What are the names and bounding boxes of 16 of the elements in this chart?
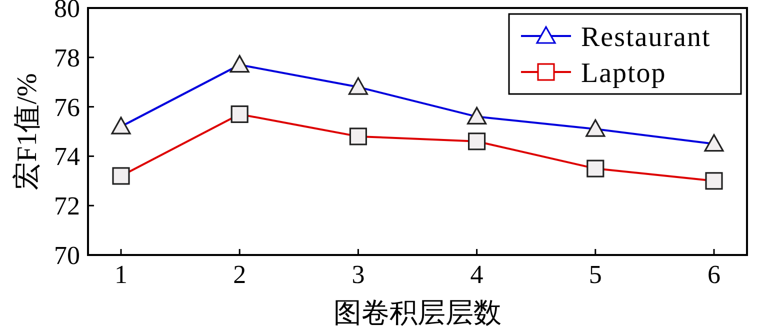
y-tick-label: 74 bbox=[54, 142, 80, 172]
y-tick-label: 70 bbox=[54, 241, 80, 270]
x-axis-title: 图卷积层层数 bbox=[334, 298, 502, 329]
x-tick-label: 4 bbox=[470, 260, 484, 289]
x-tick-label: 2 bbox=[233, 260, 246, 289]
y-tick-label: 72 bbox=[54, 192, 80, 221]
y-tick-label: 78 bbox=[54, 43, 80, 72]
x-tick-label: 5 bbox=[588, 260, 602, 289]
y-tick-label: 80 bbox=[54, 0, 80, 23]
y-tick-label: 76 bbox=[54, 92, 80, 122]
x-tick-label: 3 bbox=[352, 260, 365, 289]
legend-label: Laptop bbox=[581, 58, 666, 89]
y-axis-title: 宏F1值/% bbox=[12, 73, 43, 190]
x-tick-label: 6 bbox=[708, 260, 720, 289]
legend-label: Restaurant bbox=[581, 22, 711, 53]
x-tick-label: 1 bbox=[114, 260, 128, 289]
